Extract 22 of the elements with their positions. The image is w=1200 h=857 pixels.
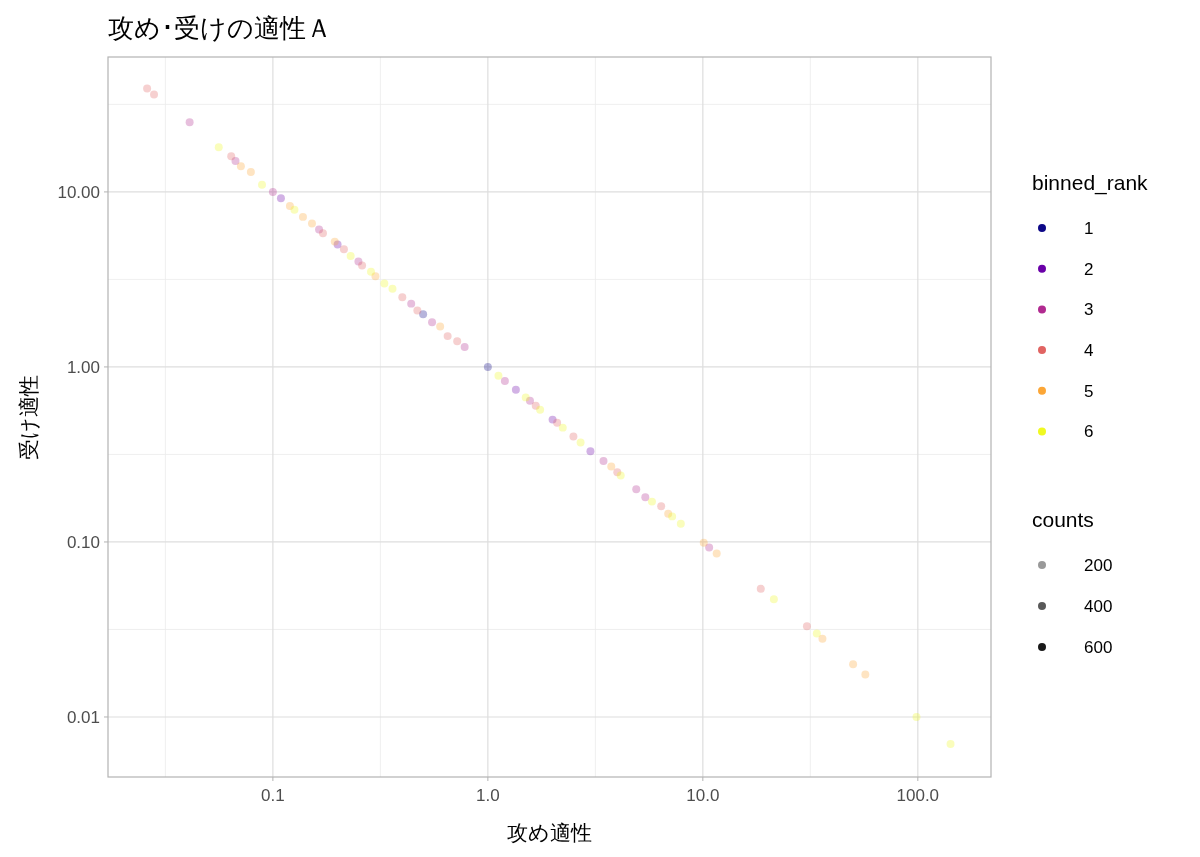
legend-label: 6 — [1084, 422, 1094, 442]
x-tick-label: 0.1 — [261, 786, 285, 805]
y-axis-title: 受け適性 — [17, 374, 40, 460]
x-tick-label: 1.0 — [476, 786, 500, 805]
text: 400 — [1084, 596, 1113, 616]
legend-label: 3 — [1084, 300, 1094, 320]
chart-title: 攻め･受けの適性Ａ — [108, 13, 332, 43]
x-tick-label: 100.0 — [896, 786, 940, 805]
text: counts — [1032, 508, 1094, 531]
legend-label: 1 — [1084, 218, 1094, 238]
y-tick-label: 0.01 — [66, 707, 100, 727]
y-tick-label: 10.00 — [57, 182, 100, 202]
text: 200 — [1084, 555, 1113, 575]
legend-title: binned_rank — [1032, 171, 1149, 195]
x-tick-label: 10.0 — [686, 786, 720, 805]
legend-label: 5 — [1084, 381, 1094, 401]
legend-label: 4 — [1084, 341, 1094, 361]
y-tick-label: 0.10 — [66, 532, 100, 552]
legend-label: 2 — [1084, 259, 1094, 279]
y-tick-label: 1.00 — [66, 357, 100, 377]
x-axis-title: 攻め適性 — [507, 821, 592, 844]
text: 600 — [1084, 637, 1113, 657]
